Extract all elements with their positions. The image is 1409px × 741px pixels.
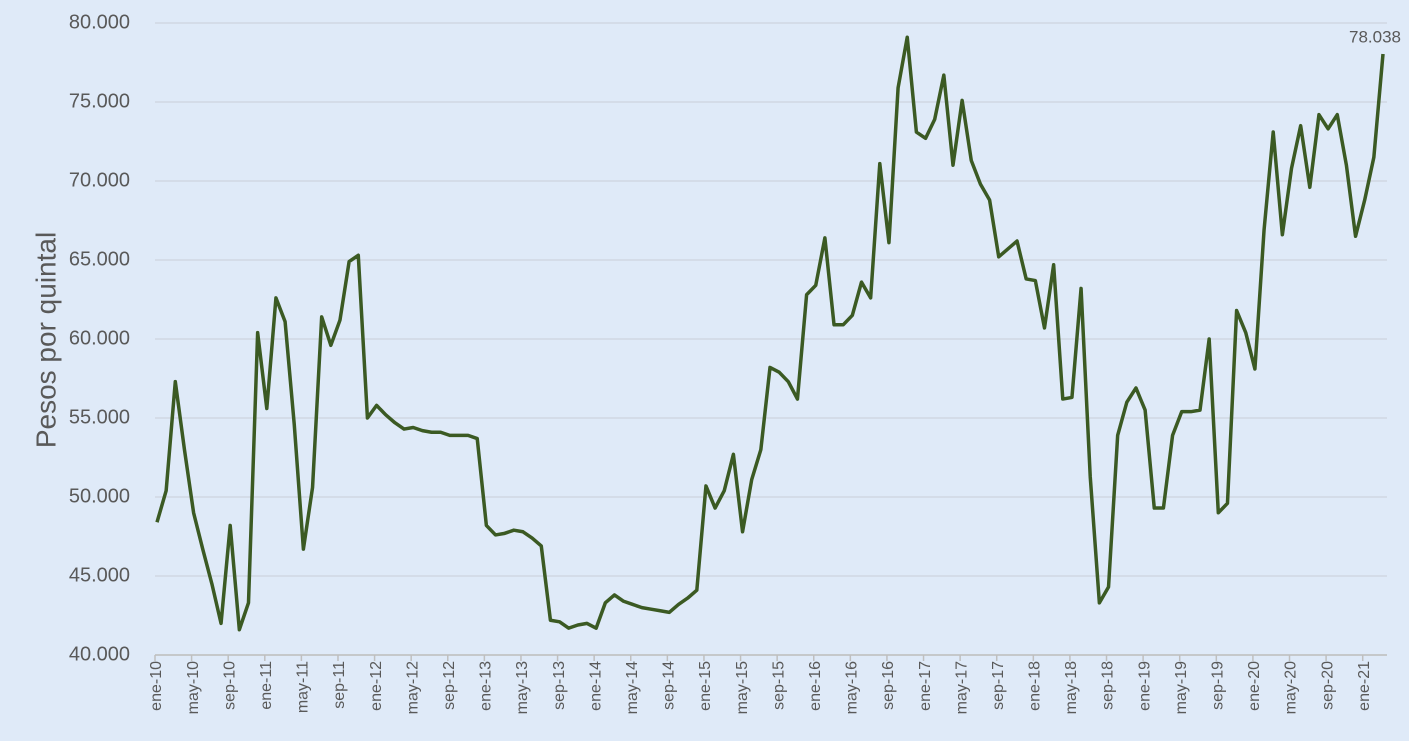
- x-tick-label: sep-20: [1319, 661, 1336, 710]
- x-tick-label: may-14: [624, 661, 641, 714]
- x-tick-label: may-18: [1063, 661, 1080, 714]
- y-tick-label: 65.000: [69, 248, 130, 270]
- x-tick-label: may-10: [185, 661, 202, 714]
- x-tick-label: sep-17: [990, 661, 1007, 710]
- y-tick-label: 45.000: [69, 564, 130, 586]
- x-tick-label: may-16: [844, 661, 861, 714]
- x-tick-label: ene-13: [478, 661, 495, 711]
- x-tick-label: ene-19: [1136, 661, 1153, 711]
- y-tick-label: 55.000: [69, 406, 130, 428]
- y-tick-label: 75.000: [69, 90, 130, 112]
- x-tick-label: sep-14: [661, 661, 678, 710]
- line: [155, 35, 1385, 632]
- x-tick-label: may-20: [1283, 661, 1300, 714]
- x-tick-label: ene-14: [587, 661, 604, 711]
- y-tick-label: 50.000: [69, 485, 130, 507]
- x-tick-label: ene-16: [807, 661, 824, 711]
- y-tick-label: 40.000: [69, 643, 130, 665]
- x-tick-label: sep-13: [551, 661, 568, 710]
- x-tick-label: sep-18: [1100, 661, 1117, 710]
- x-tick-label: sep-12: [441, 661, 458, 710]
- data-label: 78.038: [1349, 27, 1401, 46]
- x-tick-label: ene-11: [258, 661, 275, 710]
- x-tick-label: may-17: [953, 661, 970, 714]
- y-tick-label: 70.000: [69, 169, 130, 191]
- x-tick-label: may-11: [295, 661, 312, 713]
- x-tick-label: sep-10: [221, 661, 238, 710]
- x-tick-label: may-15: [734, 661, 751, 714]
- y-axis-label: Pesos por quintal: [30, 232, 61, 448]
- x-tick-label: ene-20: [1246, 661, 1263, 711]
- x-tick-label: ene-12: [368, 661, 385, 711]
- x-tick-label: may-19: [1173, 661, 1190, 714]
- x-tick-label: ene-18: [1027, 661, 1044, 711]
- y-tick-label: 80.000: [69, 11, 130, 33]
- x-tick-label: sep-15: [770, 661, 787, 710]
- x-tick-label: sep-11: [331, 661, 348, 709]
- y-tick-label: 60.000: [69, 327, 130, 349]
- x-tick-label: may-12: [404, 661, 421, 714]
- x-tick-label: ene-21: [1356, 661, 1373, 711]
- x-tick-label: sep-19: [1210, 661, 1227, 710]
- x-tick-label: ene-10: [148, 661, 165, 711]
- x-tick-label: ene-15: [697, 661, 714, 711]
- x-tick-label: may-13: [514, 661, 531, 714]
- x-tick-label: ene-17: [917, 661, 934, 711]
- x-tick-label: sep-16: [880, 661, 897, 710]
